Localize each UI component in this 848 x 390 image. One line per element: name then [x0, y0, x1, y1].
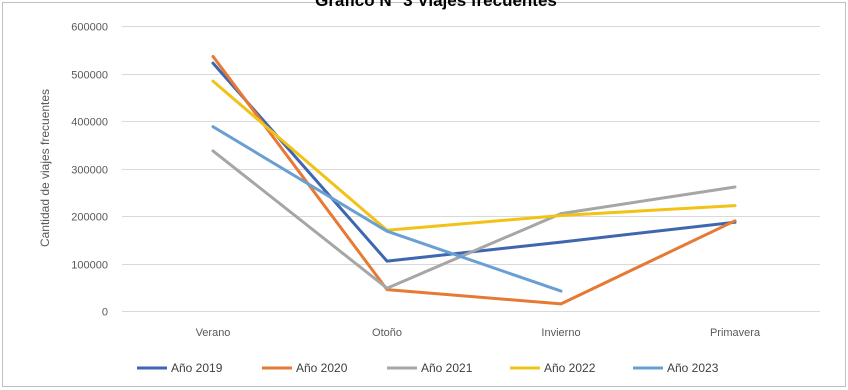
series-lines — [211, 54, 737, 306]
series-line — [211, 149, 737, 290]
gridlines — [122, 26, 820, 312]
y-tick-label: 500000 — [71, 70, 108, 82]
series-line — [211, 125, 563, 293]
x-tick-label: Verano — [196, 327, 231, 339]
y-tick-label: 200000 — [71, 212, 108, 224]
x-tick-label: Invierno — [541, 327, 580, 339]
legend-label: Año 2023 — [667, 361, 719, 375]
series-line — [211, 79, 737, 232]
x-tick-label: Otoño — [372, 327, 402, 339]
chart-title: Gráfico N° 3 Viajes frecuentes — [315, 0, 557, 10]
y-tick-label: 100000 — [71, 260, 108, 272]
legend: Año 2019 Año 2020 Año 2021 Año 2022 Año 2023 — [137, 361, 719, 375]
y-tick-label: 300000 — [71, 165, 108, 177]
y-tick-label: 0 — [102, 307, 108, 319]
y-axis-title: Cantidad de viajes frecuentes — [38, 89, 52, 247]
x-tick-labels: Verano Otoño Invierno Primavera — [196, 327, 761, 339]
legend-label: Año 2021 — [421, 361, 473, 375]
series-line — [211, 54, 737, 306]
legend-label: Año 2020 — [296, 361, 348, 375]
legend-label: Año 2022 — [544, 361, 596, 375]
y-tick-label: 400000 — [71, 117, 108, 129]
x-tick-label: Primavera — [710, 327, 761, 339]
y-tick-label: 600000 — [71, 22, 108, 34]
legend-label: Año 2019 — [171, 361, 223, 375]
y-tick-labels: 0 100000 200000 300000 400000 500000 600000 — [71, 22, 108, 319]
